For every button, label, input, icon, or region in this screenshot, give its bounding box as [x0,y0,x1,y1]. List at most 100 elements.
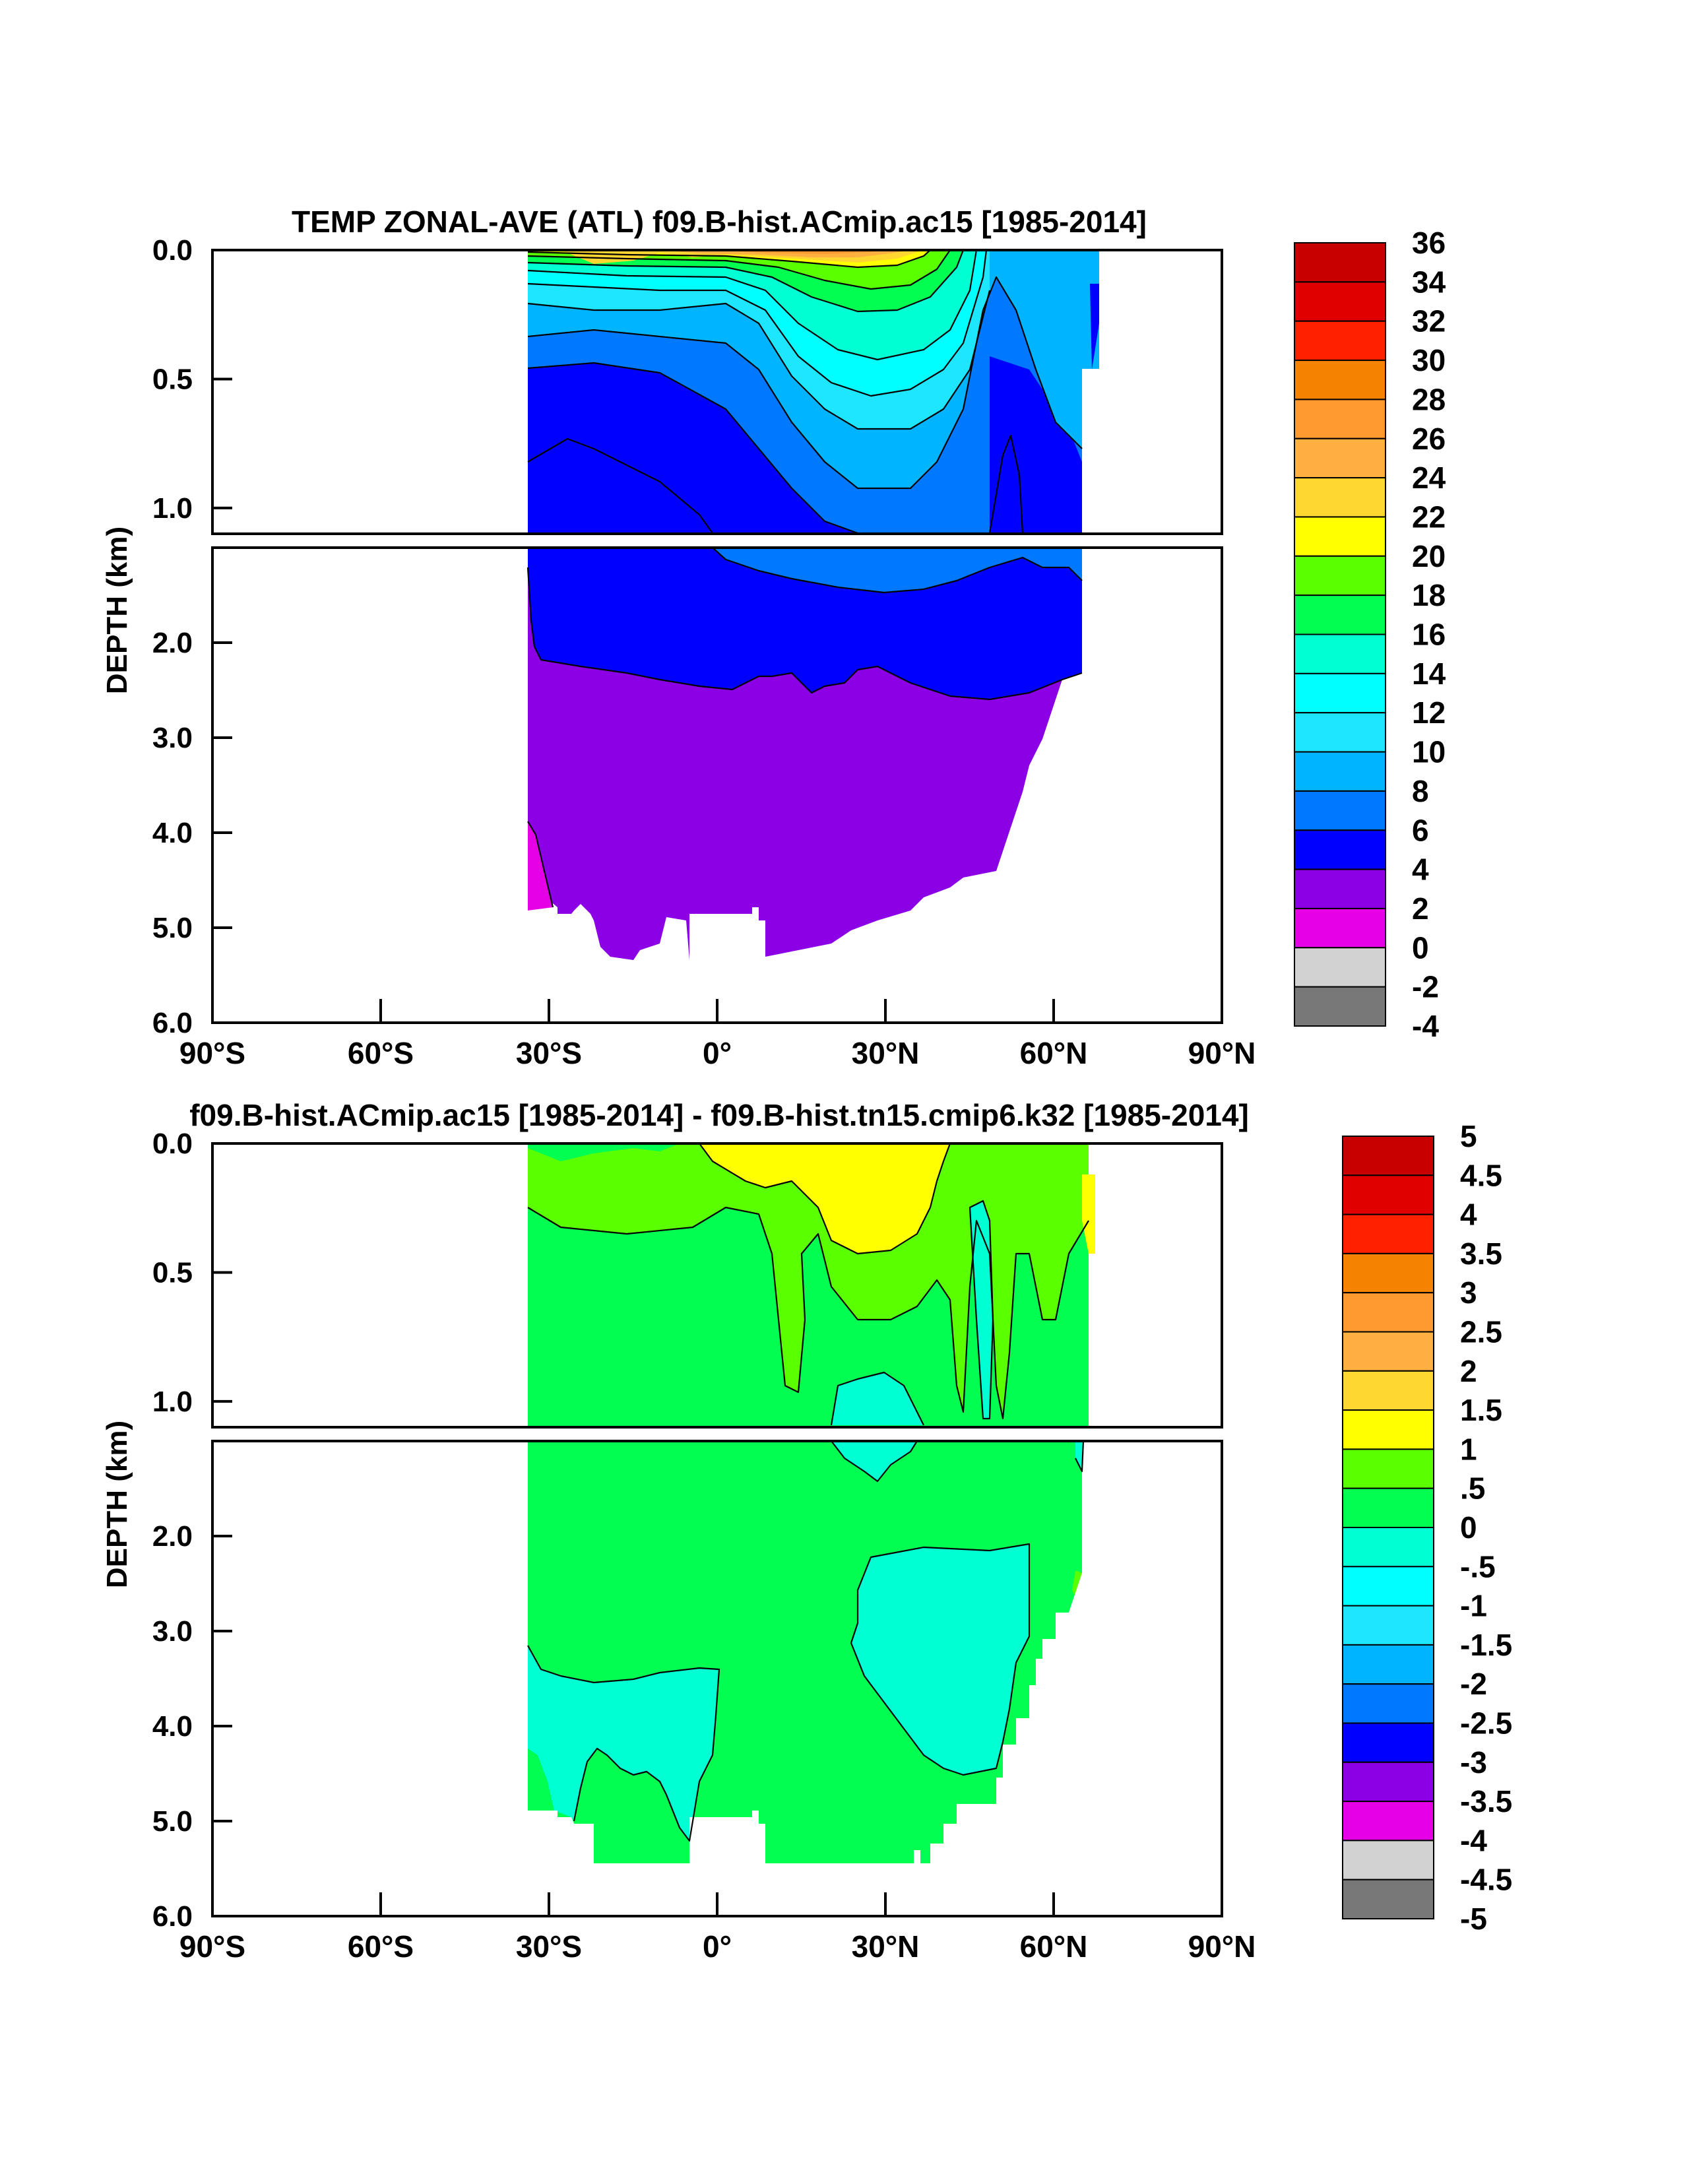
panel1-upper-plot [211,249,1223,535]
colorbar-swatch [1342,1801,1434,1842]
y-tick-label: 3.0 [152,722,193,754]
colorbar-swatch [1294,437,1386,479]
y-tick-label: 1.0 [152,492,193,525]
contour-line [548,546,1083,594]
lower-field-0 [528,821,553,911]
colorbar-label: -1.5 [1460,1628,1512,1662]
panel2-upper-plot [211,1142,1223,1429]
lower-field-6 [548,548,1082,593]
colorbar-label: 2 [1412,891,1429,926]
contour-line [527,249,931,269]
upper-field-4-left [528,439,713,533]
diff-upper-15-east [1082,1174,1095,1254]
contour-line [699,1143,951,1255]
y-tick-label: 6.0 [152,1900,193,1933]
colorbar-swatch [1342,1840,1434,1880]
colorbar-label: 2 [1460,1354,1477,1388]
colorbar-swatch [1342,1292,1434,1333]
colorbar-label: 10 [1412,735,1446,769]
colorbar-label: 1 [1460,1432,1477,1466]
diff-upper-0 [970,1201,993,1419]
colorbar-swatch [1342,1722,1434,1763]
panel1-upper-frame [211,249,1223,535]
colorbar-swatch [1294,242,1386,283]
colorbar-swatch [1342,1761,1434,1803]
x-tick-label: 30°S [516,1036,582,1070]
colorbar-label: -2.5 [1460,1706,1512,1741]
colorbar-swatch [1294,712,1386,753]
colorbar-swatch [1342,1527,1434,1568]
x-tick-label: 60°N [1020,1929,1088,1964]
y-tick-label: 6.0 [152,1007,193,1039]
colorbar-label: 4.5 [1460,1158,1502,1192]
colorbar-label: -.5 [1460,1549,1496,1584]
y-tick-label: 0.0 [152,1128,193,1160]
contour-line [527,1206,1089,1420]
colorbar-label: 3.5 [1460,1237,1502,1271]
panel2-lower-fields [528,1441,1083,1900]
diff-lower-1-edge [1072,1570,1082,1597]
contour-line [527,276,1083,490]
colorbar-swatch [1294,399,1386,439]
colorbar-swatch [1294,868,1386,909]
x-tick-label: 90°S [179,1929,245,1964]
panel2-upper-contours [527,1143,1089,1426]
diff-lower-0-north [831,1441,917,1481]
colorbar-label: 18 [1412,578,1446,612]
diff-lower-0-edge [1075,1441,1083,1471]
y-tick-label: 5.0 [152,1805,193,1838]
contour-line [527,821,554,908]
colorbar-swatch [1342,1683,1434,1724]
x-tick-label: 30°S [516,1929,582,1964]
lower-bathymetry-mask [528,699,1082,963]
contour-line [527,362,858,534]
colorbar-label: -4.5 [1460,1863,1512,1897]
lower-field-4 [528,548,1082,699]
colorbar-swatch [1294,360,1386,401]
colorbar-label: 3 [1460,1275,1477,1310]
contour-line [988,434,1024,534]
x-tick-label: 60°N [1020,1036,1088,1070]
contour-line [527,437,713,534]
upper-east-deep [1090,284,1099,369]
panel1-title: TEMP ZONAL-AVE (ATL) f09.B-hist.ACmip.ac… [292,205,1147,239]
colorbar-label: 34 [1412,265,1446,299]
colorbar-swatch [1342,1331,1434,1372]
colorbar-label: 12 [1412,695,1446,730]
lower-mask-left [528,548,554,587]
upper-field-4 [990,435,1023,533]
panel1-ylabel: DEPTH (km) [101,527,133,694]
contour-line [527,249,988,397]
panel1-lower-fields [528,548,1082,963]
panel2-title: f09.B-hist.ACmip.ac15 [1985-2014] - f09.… [189,1098,1249,1132]
y-tick-label: 3.0 [152,1615,193,1648]
x-tick-label: 0° [703,1929,732,1964]
contour-line [527,249,965,313]
contour-line [526,567,1083,701]
colorbar-label: 14 [1412,657,1446,691]
contour-line [850,1543,1031,1776]
colorbar-swatch [1342,1213,1434,1254]
panel2-upper-fields [528,1143,1095,1426]
colorbar-label: -1 [1460,1589,1487,1623]
colorbar-label: -2 [1460,1667,1487,1701]
contour-line [527,249,978,361]
colorbar-label: 16 [1412,618,1446,652]
y-tick-label: 0.5 [152,1256,193,1289]
colorbar-label: 8 [1412,774,1429,808]
panel-difference: f09.B-hist.ACmip.ac15 [1985-2014] - f09.… [101,1098,1512,1964]
colorbar-swatch [1294,672,1386,714]
contour-line [527,290,991,430]
colorbar-label: 30 [1412,343,1446,377]
x-tick-label: 30°N [852,1929,920,1964]
colorbar-swatch [1294,986,1386,1027]
colorbar-swatch [1342,1409,1434,1450]
colorbar-label: 4 [1412,852,1429,887]
colorbar-swatch [1294,790,1386,831]
colorbar-swatch [1294,320,1386,362]
colorbar-swatch [1294,477,1386,518]
y-tick-label: 4.0 [152,817,193,849]
colorbar-label: -5 [1460,1902,1487,1936]
